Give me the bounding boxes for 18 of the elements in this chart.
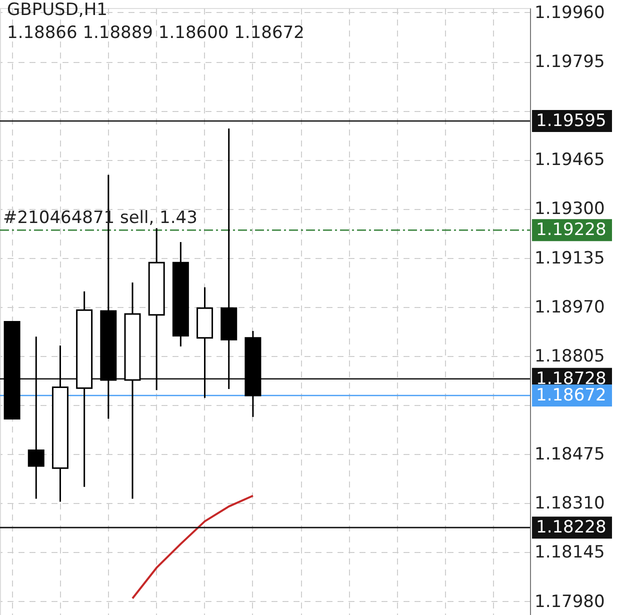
chart-title: GBPUSD,H1 <box>7 0 108 20</box>
y-tick-label: 1.18310 <box>534 494 605 514</box>
y-tick-label: 1.19300 <box>534 199 605 220</box>
ref-line-label: 1.19228 <box>536 220 606 240</box>
y-tick-label: 1.19135 <box>534 248 605 268</box>
y-tick-label: 1.17980 <box>534 592 605 612</box>
text: 1.18866 1.18889 1.18600 1.18672 <box>7 23 304 43</box>
line-series <box>132 494 254 600</box>
y-tick-label: 1.18805 <box>534 346 605 366</box>
y-tick-label: 1.18970 <box>534 297 605 318</box>
ref-line-label: 1.19595 <box>536 111 606 132</box>
y-tick-label: 1.18145 <box>534 542 605 563</box>
y-tick-label: 1.19960 <box>534 2 605 23</box>
ref-line-label: 1.18228 <box>536 518 606 538</box>
y-tick-label: 1.18475 <box>534 444 605 465</box>
y-tick-label: 1.19465 <box>534 150 605 170</box>
y-tick-label: 1.19795 <box>534 52 605 72</box>
candlestick <box>28 336 44 500</box>
